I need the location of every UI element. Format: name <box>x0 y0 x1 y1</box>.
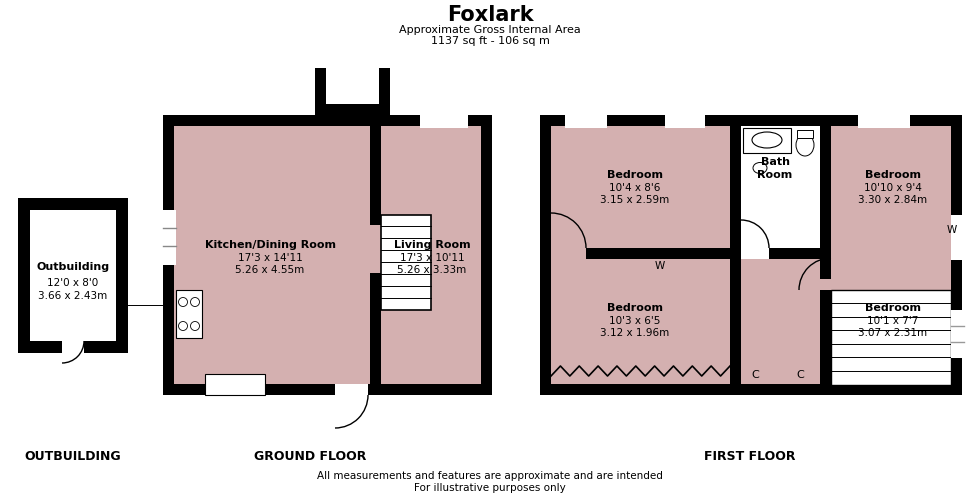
Bar <box>540 115 551 395</box>
Text: W: W <box>947 225 957 235</box>
Text: 5.26 x 4.55m: 5.26 x 4.55m <box>235 265 305 275</box>
Bar <box>741 248 769 259</box>
Text: 1137 sq ft - 106 sq m: 1137 sq ft - 106 sq m <box>430 36 550 46</box>
Bar <box>551 126 951 384</box>
Text: 3.66 x 2.43m: 3.66 x 2.43m <box>38 291 108 301</box>
Bar <box>18 198 128 353</box>
Bar <box>799 279 831 290</box>
Text: Living Room: Living Room <box>394 240 470 250</box>
Ellipse shape <box>796 134 814 156</box>
Bar <box>174 126 481 384</box>
Text: 3.30 x 2.84m: 3.30 x 2.84m <box>858 195 927 205</box>
Bar <box>951 310 964 358</box>
Bar <box>831 126 951 290</box>
Text: GROUND FLOOR: GROUND FLOOR <box>254 450 367 463</box>
Bar <box>551 248 730 259</box>
Text: All measurements and features are approximate and are intended: All measurements and features are approx… <box>318 471 662 481</box>
Bar <box>326 68 379 71</box>
Bar <box>205 374 265 395</box>
Text: 17'3 x 10'11: 17'3 x 10'11 <box>400 253 465 263</box>
Bar <box>831 290 951 301</box>
Text: W: W <box>655 261 665 271</box>
Bar <box>370 126 381 384</box>
Text: 10'3 x 6'5: 10'3 x 6'5 <box>610 316 661 326</box>
Text: C: C <box>796 370 804 380</box>
Bar <box>565 115 607 128</box>
Bar <box>743 128 791 153</box>
Bar <box>665 115 705 128</box>
Bar <box>951 115 962 395</box>
Text: Bedroom: Bedroom <box>607 303 663 313</box>
Text: Foxlark: Foxlark <box>447 5 533 25</box>
Text: FIRST FLOOR: FIRST FLOOR <box>705 450 796 463</box>
Bar <box>326 68 379 104</box>
Text: Kitchen/Dining Room: Kitchen/Dining Room <box>205 240 335 250</box>
Bar <box>551 248 586 259</box>
Bar <box>741 248 820 259</box>
Bar <box>820 126 831 259</box>
Bar <box>858 115 910 128</box>
Text: For illustrative purposes only: For illustrative purposes only <box>415 483 565 493</box>
Text: Outbuilding: Outbuilding <box>36 262 110 272</box>
Text: 10'1 x 7'7: 10'1 x 7'7 <box>867 316 918 326</box>
Bar <box>62 341 84 355</box>
Bar <box>163 115 174 395</box>
Text: Bedroom: Bedroom <box>865 170 921 180</box>
Bar <box>820 248 831 385</box>
Text: OUTBUILDING: OUTBUILDING <box>24 450 122 463</box>
Bar <box>30 210 116 341</box>
Ellipse shape <box>753 162 767 173</box>
Bar <box>163 210 176 265</box>
Bar <box>420 115 468 128</box>
Bar <box>176 290 202 338</box>
Text: Bath: Bath <box>760 157 790 167</box>
Bar <box>540 115 962 126</box>
Ellipse shape <box>752 132 782 148</box>
Bar <box>831 384 951 385</box>
Bar <box>315 68 390 115</box>
Text: Bedroom: Bedroom <box>607 170 663 180</box>
Bar <box>540 384 962 395</box>
Bar <box>370 225 381 273</box>
Text: C: C <box>372 210 380 220</box>
Text: Room: Room <box>758 170 793 180</box>
Bar <box>951 215 964 260</box>
Bar <box>163 115 492 126</box>
Text: Approximate Gross Internal Area: Approximate Gross Internal Area <box>399 25 581 35</box>
Text: 3.15 x 2.59m: 3.15 x 2.59m <box>601 195 669 205</box>
Text: 3.12 x 1.96m: 3.12 x 1.96m <box>601 328 669 338</box>
Text: 5.26 x 3.33m: 5.26 x 3.33m <box>397 265 466 275</box>
Text: Bedroom: Bedroom <box>865 303 921 313</box>
Bar <box>163 384 492 395</box>
Bar <box>831 290 951 385</box>
Bar <box>730 126 741 384</box>
Text: 12'0 x 8'0: 12'0 x 8'0 <box>47 278 99 288</box>
Bar <box>797 130 813 138</box>
Bar <box>381 215 431 310</box>
Bar <box>481 115 492 395</box>
Text: C: C <box>751 370 759 380</box>
Text: 10'10 x 9'4: 10'10 x 9'4 <box>864 183 922 193</box>
Text: 17'3 x 14'11: 17'3 x 14'11 <box>237 253 303 263</box>
Bar <box>335 384 368 397</box>
Text: 3.07 x 2.31m: 3.07 x 2.31m <box>858 328 927 338</box>
Text: 10'4 x 8'6: 10'4 x 8'6 <box>610 183 661 193</box>
Bar <box>831 126 951 290</box>
Bar <box>741 126 820 248</box>
